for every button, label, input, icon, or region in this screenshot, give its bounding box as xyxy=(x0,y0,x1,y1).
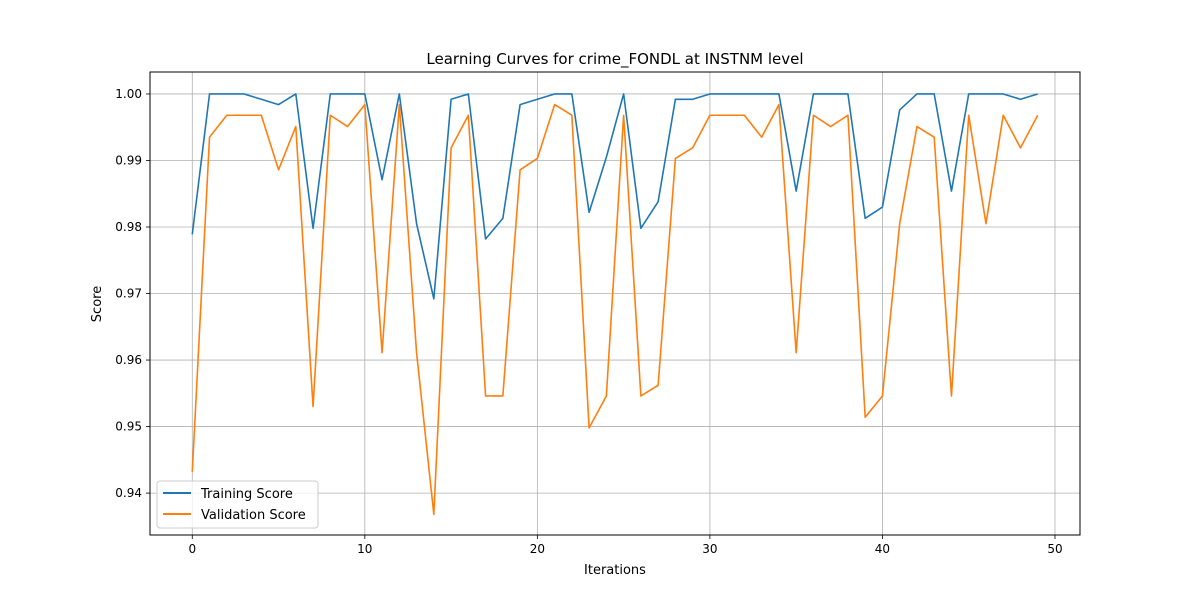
x-tick-label: 40 xyxy=(875,542,890,556)
series-line-training-score xyxy=(191,93,1038,300)
y-tick-label: 0.95 xyxy=(115,420,142,434)
x-tick-label: 30 xyxy=(702,542,717,556)
x-tick-label: 50 xyxy=(1047,542,1062,556)
series-lines xyxy=(191,93,1039,516)
y-tick-label: 0.99 xyxy=(115,153,142,167)
legend-label-training: Training Score xyxy=(200,487,293,502)
x-tick-label: 10 xyxy=(357,542,372,556)
x-tick-label: 0 xyxy=(188,542,196,556)
y-tick-label: 1.00 xyxy=(115,87,142,101)
y-tick-label: 0.96 xyxy=(115,353,142,367)
legend: Training Score Validation Score xyxy=(156,480,319,529)
axis-ticks: 0 10 20 30 40 50 0.94 0.95 0.96 0.97 0.98 0.99 1.00 xyxy=(115,87,1062,556)
legend-box xyxy=(156,480,319,529)
y-tick-label: 0.97 xyxy=(115,287,142,301)
legend-label-validation: Validation Score xyxy=(201,508,306,523)
y-axis-label: Score xyxy=(90,286,105,322)
y-tick-label: 0.98 xyxy=(115,220,142,234)
chart-title: Learning Curves for crime_FONDL at INSTN… xyxy=(426,50,803,69)
x-tick-label: 20 xyxy=(530,542,545,556)
plot-frame xyxy=(149,71,1081,536)
y-tick-label: 0.94 xyxy=(115,486,142,500)
series-line-validation-score xyxy=(191,103,1039,516)
x-axis-label: Iterations xyxy=(584,563,646,578)
